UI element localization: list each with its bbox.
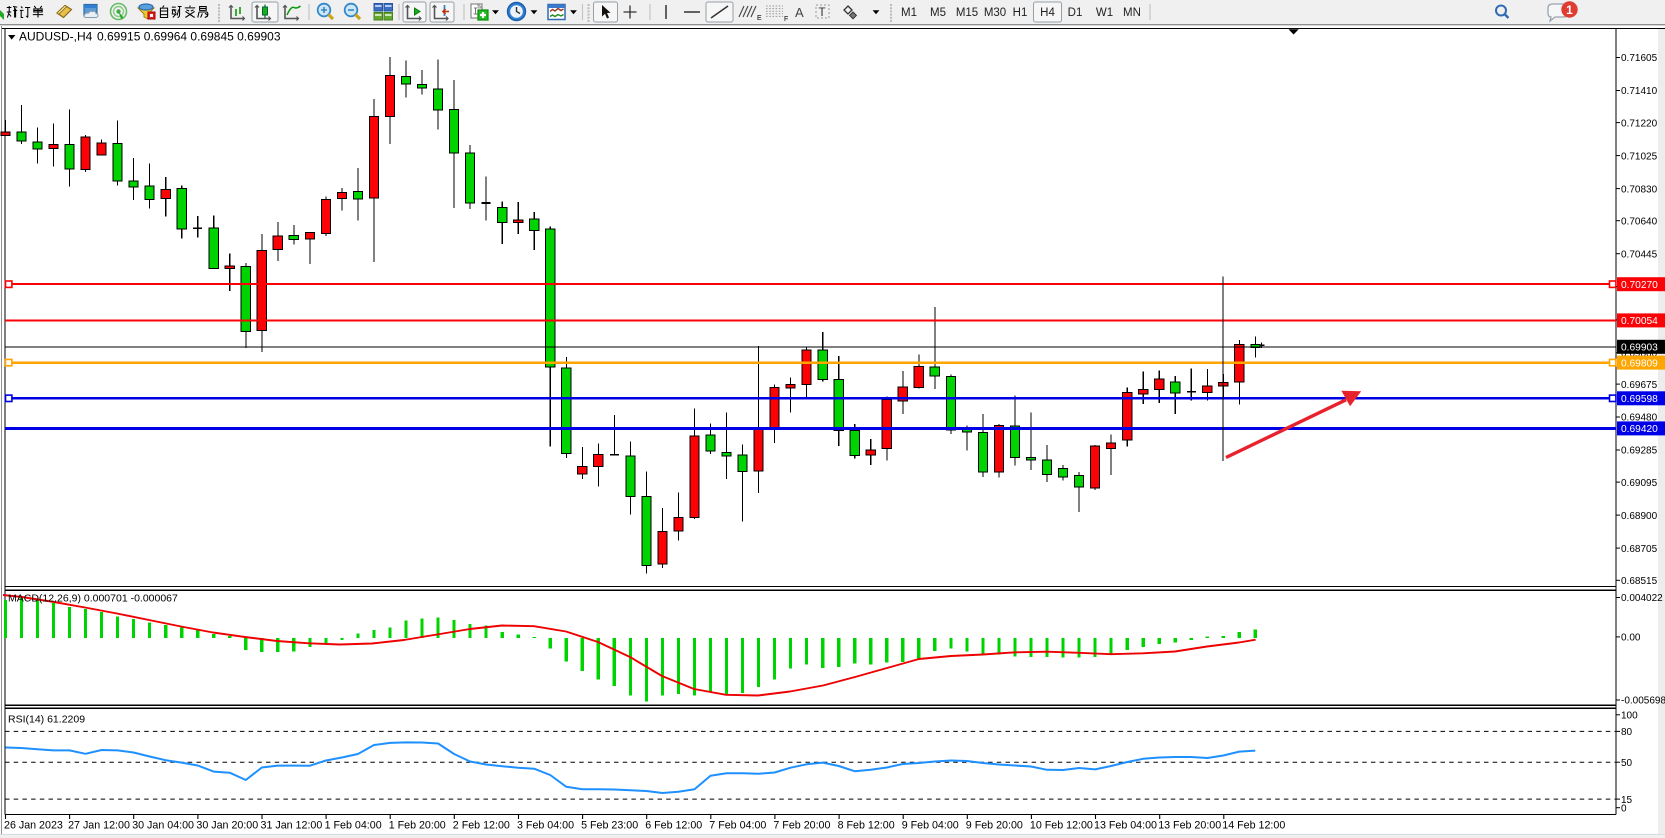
- svg-text:0.69095: 0.69095: [1621, 478, 1658, 489]
- svg-text:0.70445: 0.70445: [1621, 249, 1658, 260]
- svg-text:10 Feb 12:00: 10 Feb 12:00: [1030, 820, 1093, 832]
- svg-text:7 Feb 04:00: 7 Feb 04:00: [709, 820, 766, 832]
- svg-text:0.70640: 0.70640: [1621, 216, 1658, 227]
- svg-text:9 Feb 04:00: 9 Feb 04:00: [902, 820, 959, 832]
- svg-text:0.69809: 0.69809: [1621, 358, 1658, 369]
- svg-text:80: 80: [1621, 727, 1633, 738]
- svg-text:0.69675: 0.69675: [1621, 380, 1658, 391]
- svg-text:14 Feb 12:00: 14 Feb 12:00: [1222, 820, 1285, 832]
- svg-text:0.71025: 0.71025: [1621, 151, 1658, 162]
- svg-text:M30: M30: [984, 7, 1006, 19]
- svg-text:1 Feb 20:00: 1 Feb 20:00: [389, 820, 446, 832]
- svg-text:0.00: 0.00: [1621, 633, 1641, 644]
- svg-text:50: 50: [1621, 758, 1633, 769]
- svg-text:M1: M1: [901, 7, 917, 19]
- svg-text:1: 1: [1566, 3, 1573, 17]
- svg-text:26 Jan 2023: 26 Jan 2023: [4, 820, 63, 832]
- svg-text:2 Feb 12:00: 2 Feb 12:00: [453, 820, 510, 832]
- svg-text:0.70270: 0.70270: [1621, 280, 1658, 291]
- svg-text:1 Feb 04:00: 1 Feb 04:00: [325, 820, 382, 832]
- svg-text:W1: W1: [1096, 7, 1113, 19]
- svg-text:0.69903: 0.69903: [1621, 343, 1658, 354]
- svg-text:MACD(12,26,9) 0.000701 -0.0000: MACD(12,26,9) 0.000701 -0.000067: [8, 593, 178, 605]
- svg-text:8 Feb 12:00: 8 Feb 12:00: [838, 820, 895, 832]
- svg-text:15: 15: [1621, 795, 1633, 806]
- svg-text:7 Feb 20:00: 7 Feb 20:00: [773, 820, 830, 832]
- svg-text:MN: MN: [1123, 7, 1141, 19]
- svg-text:3 Feb 04:00: 3 Feb 04:00: [517, 820, 574, 832]
- svg-text:0.68900: 0.68900: [1621, 511, 1658, 522]
- svg-text:0.70830: 0.70830: [1621, 184, 1658, 195]
- svg-text:M15: M15: [956, 7, 978, 19]
- svg-text:31 Jan 12:00: 31 Jan 12:00: [261, 820, 323, 832]
- svg-text:F: F: [784, 16, 788, 23]
- svg-text:AUDUSD-,H4: AUDUSD-,H4: [19, 30, 93, 44]
- svg-text:30 Jan 04:00: 30 Jan 04:00: [132, 820, 194, 832]
- svg-text:0.004022: 0.004022: [1621, 593, 1663, 604]
- svg-text:27 Jan 12:00: 27 Jan 12:00: [68, 820, 130, 832]
- svg-text:0.70054: 0.70054: [1621, 316, 1658, 327]
- svg-text:-0.005698: -0.005698: [1621, 696, 1665, 707]
- svg-text:30 Jan 20:00: 30 Jan 20:00: [196, 820, 258, 832]
- svg-text:5 Feb 23:00: 5 Feb 23:00: [581, 820, 638, 832]
- svg-text:0.71605: 0.71605: [1621, 53, 1658, 64]
- svg-text:13 Feb 20:00: 13 Feb 20:00: [1158, 820, 1221, 832]
- svg-text:0.71410: 0.71410: [1621, 86, 1658, 97]
- svg-text:H1: H1: [1013, 7, 1028, 19]
- svg-text:0.68705: 0.68705: [1621, 544, 1658, 555]
- svg-text:0: 0: [1621, 803, 1627, 814]
- svg-text:6 Feb 12:00: 6 Feb 12:00: [645, 820, 702, 832]
- svg-text:0.69480: 0.69480: [1621, 413, 1658, 424]
- svg-text:T: T: [819, 7, 826, 19]
- svg-text:0.69420: 0.69420: [1621, 424, 1658, 435]
- svg-text:E: E: [757, 15, 762, 22]
- svg-text:0.69598: 0.69598: [1621, 394, 1658, 405]
- svg-text:D1: D1: [1068, 7, 1083, 19]
- svg-text:A: A: [795, 5, 804, 20]
- svg-text:H4: H4: [1040, 7, 1055, 19]
- svg-text:RSI(14) 61.2209: RSI(14) 61.2209: [8, 714, 85, 726]
- svg-text:13 Feb 04:00: 13 Feb 04:00: [1094, 820, 1157, 832]
- svg-text:100: 100: [1621, 711, 1638, 722]
- svg-text:0.69285: 0.69285: [1621, 446, 1658, 457]
- svg-text:0.69915 0.69964 0.69845 0.6990: 0.69915 0.69964 0.69845 0.69903: [97, 30, 281, 44]
- svg-text:0.68515: 0.68515: [1621, 576, 1658, 587]
- svg-text:M5: M5: [930, 7, 946, 19]
- svg-text:0.71220: 0.71220: [1621, 118, 1658, 129]
- svg-text:0.69860: 0.69860: [1621, 349, 1658, 360]
- svg-text:9 Feb 20:00: 9 Feb 20:00: [966, 820, 1023, 832]
